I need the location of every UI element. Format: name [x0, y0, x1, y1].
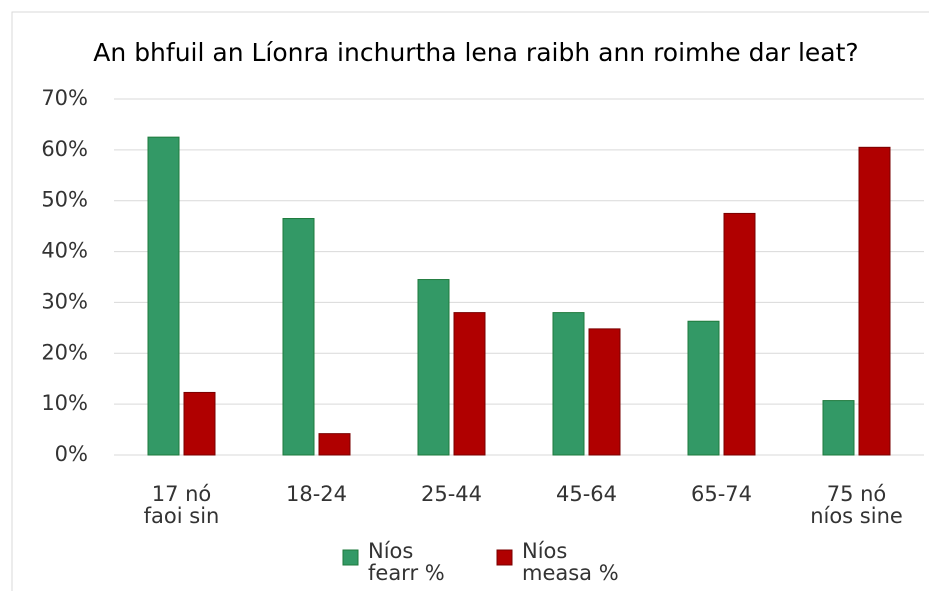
- chart-title: An bhfuil an Líonra inchurtha lena raibh…: [93, 38, 858, 67]
- y-tick-label: 10%: [41, 391, 88, 415]
- y-tick-label: 30%: [41, 289, 88, 313]
- x-tick-label: 18-24: [286, 482, 347, 506]
- bar: [588, 328, 621, 456]
- bar: [453, 312, 486, 456]
- legend-swatch: [342, 549, 359, 566]
- y-tick-label: 40%: [41, 239, 88, 263]
- x-tick-label: 75 nó níos sine: [810, 482, 903, 528]
- legend-label: Níos fearr %: [368, 539, 445, 585]
- x-tick-label: 25-44: [421, 482, 482, 506]
- y-tick-label: 0%: [55, 442, 88, 466]
- bar: [552, 312, 585, 456]
- bar: [822, 400, 855, 456]
- bar: [147, 136, 180, 456]
- bar: [858, 146, 891, 456]
- y-tick-label: 60%: [41, 137, 88, 161]
- bar: [723, 212, 756, 456]
- y-tick-label: 70%: [41, 86, 88, 110]
- bar: [687, 320, 720, 456]
- legend-label: Níos measa %: [522, 539, 619, 585]
- y-tick-label: 50%: [41, 188, 88, 212]
- x-tick-label: 17 nó faoi sin: [144, 482, 220, 528]
- bar: [417, 279, 450, 456]
- bar: [183, 391, 216, 456]
- legend-swatch: [496, 549, 513, 566]
- bar: [318, 433, 351, 456]
- bar: [282, 218, 315, 456]
- x-tick-label: 45-64: [556, 482, 617, 506]
- x-tick-label: 65-74: [691, 482, 752, 506]
- y-tick-label: 20%: [41, 340, 88, 364]
